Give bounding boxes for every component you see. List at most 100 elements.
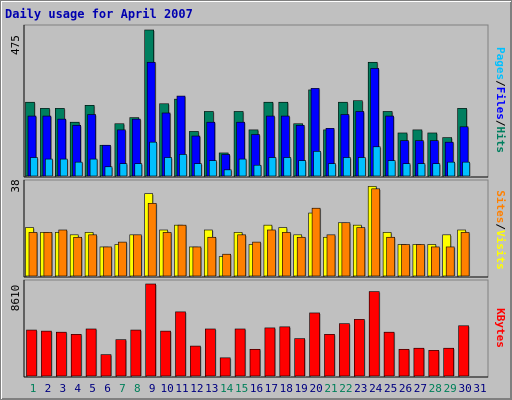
bar-sites-day-21 — [326, 234, 336, 277]
bar-pages-day-11 — [179, 154, 188, 177]
bar-pages-day-23 — [357, 157, 367, 177]
bar-sites-day-3 — [58, 229, 68, 277]
bars-hits-files-pages — [25, 29, 471, 178]
bar-pages-day-12 — [194, 163, 203, 177]
legend-separator: / — [494, 120, 507, 127]
bar-pages-day-5 — [89, 158, 99, 177]
bar-pages-day-28 — [432, 163, 441, 177]
day-labels: 1 2 3 4 5 6 7 8 9 10 11 12 13 14 15 16 17 18 19 20 21 22 23 24 2… — [30, 382, 487, 395]
day-label-18: 18 — [280, 382, 293, 395]
bar-pages-day-25 — [387, 160, 397, 177]
bar-sites-day-27 — [416, 244, 426, 277]
ymax-label-hits: 475 — [9, 35, 22, 55]
bar-sites-day-20 — [311, 207, 322, 277]
svg-text:KBytes: KBytes — [494, 308, 507, 348]
bar-kbytes-day-29 — [443, 347, 455, 377]
bar-sites-day-10 — [162, 232, 173, 277]
bar-pages-day-4 — [74, 161, 84, 177]
bar-pages-day-15 — [238, 158, 248, 177]
bar-pages-day-24 — [372, 146, 382, 177]
bar-sites-day-8 — [133, 234, 143, 277]
bar-sites-day-15 — [237, 234, 247, 277]
bar-sites-day-23 — [356, 227, 366, 277]
bar-pages-day-6 — [104, 166, 113, 177]
bar-pages-day-27 — [417, 163, 426, 177]
bar-kbytes-day-2 — [41, 330, 53, 377]
bar-sites-day-4 — [73, 236, 83, 277]
bar-kbytes-day-26 — [398, 348, 410, 377]
bar-sites-day-24 — [371, 188, 381, 277]
legend-hits-files-pages: Pages/Files/Hits — [494, 47, 507, 153]
legend-hits: Hits — [494, 127, 507, 154]
bar-pages-day-3 — [59, 158, 69, 177]
legend-sites-visits: Sites/Visits — [494, 190, 507, 270]
bar-kbytes-day-6 — [100, 354, 112, 377]
legend-separator: / — [494, 223, 507, 230]
bar-kbytes-day-17 — [264, 327, 276, 377]
bar-sites-day-1 — [28, 232, 38, 277]
legend-files: Files — [494, 87, 507, 120]
bar-pages-day-9 — [149, 141, 158, 177]
bar-pages-day-18 — [283, 157, 292, 177]
bar-pages-day-19 — [298, 160, 307, 177]
bar-kbytes-day-1 — [26, 329, 38, 377]
bar-sites-day-17 — [267, 229, 277, 277]
svg-text:Sites/Visits: Sites/Visits — [494, 190, 507, 270]
day-label-15: 15 — [235, 382, 248, 395]
bar-kbytes-day-16 — [249, 348, 261, 377]
bars-kbytes — [26, 283, 470, 377]
legend-kbytes: KBytes — [494, 308, 507, 348]
day-label-31: 31 — [473, 382, 486, 395]
chart-title: Daily usage for April 2007 — [5, 7, 193, 21]
bars-sites-visits — [25, 186, 471, 277]
legend-visits: Visits — [494, 230, 507, 270]
day-label-2: 2 — [45, 382, 52, 395]
day-label-17: 17 — [265, 382, 278, 395]
legend-pages: Pages — [494, 47, 507, 80]
legend-kbytes: KBytes — [494, 308, 507, 348]
day-label-28: 28 — [429, 382, 442, 395]
day-label-12: 12 — [190, 382, 203, 395]
bar-sites-day-28 — [430, 246, 441, 277]
bar-sites-day-5 — [88, 234, 98, 277]
bar-pages-day-22 — [343, 157, 352, 177]
bar-kbytes-day-21 — [324, 334, 336, 377]
bar-sites-day-7 — [118, 241, 128, 277]
day-label-6: 6 — [104, 382, 111, 395]
bar-kbytes-day-24 — [368, 291, 381, 377]
day-label-4: 4 — [74, 382, 81, 395]
bar-pages-day-21 — [328, 163, 337, 177]
bar-pages-day-13 — [209, 160, 218, 177]
bar-kbytes-day-9 — [145, 283, 157, 377]
day-label-22: 22 — [339, 382, 352, 395]
bar-kbytes-day-30 — [458, 325, 470, 377]
bar-sites-day-30 — [460, 232, 471, 277]
day-label-23: 23 — [354, 382, 367, 395]
day-label-14: 14 — [220, 382, 234, 395]
ymax-label-kbytes: 8610 — [9, 285, 22, 312]
bar-pages-day-10 — [164, 157, 173, 177]
bar-kbytes-day-3 — [55, 331, 68, 377]
legend-sites: Sites — [494, 190, 507, 223]
day-label-26: 26 — [399, 382, 412, 395]
day-label-3: 3 — [59, 382, 66, 395]
bar-kbytes-day-8 — [130, 329, 142, 377]
day-label-21: 21 — [324, 382, 337, 395]
bar-kbytes-day-20 — [309, 312, 321, 377]
day-label-24: 24 — [369, 382, 383, 395]
bar-sites-day-9 — [147, 203, 158, 277]
day-label-5: 5 — [89, 382, 96, 395]
day-label-20: 20 — [309, 382, 322, 395]
bar-kbytes-day-22 — [339, 323, 351, 377]
bar-kbytes-day-11 — [175, 311, 187, 377]
bar-pages-day-26 — [402, 163, 411, 177]
bar-pages-day-30 — [462, 161, 471, 177]
day-label-1: 1 — [30, 382, 37, 395]
day-label-7: 7 — [119, 382, 126, 395]
bar-pages-day-29 — [447, 161, 456, 177]
bar-kbytes-day-28 — [428, 350, 440, 377]
bar-kbytes-day-15 — [234, 328, 247, 377]
bar-pages-day-14 — [223, 169, 233, 177]
bar-sites-day-2 — [43, 232, 53, 277]
bar-kbytes-day-19 — [294, 338, 306, 377]
